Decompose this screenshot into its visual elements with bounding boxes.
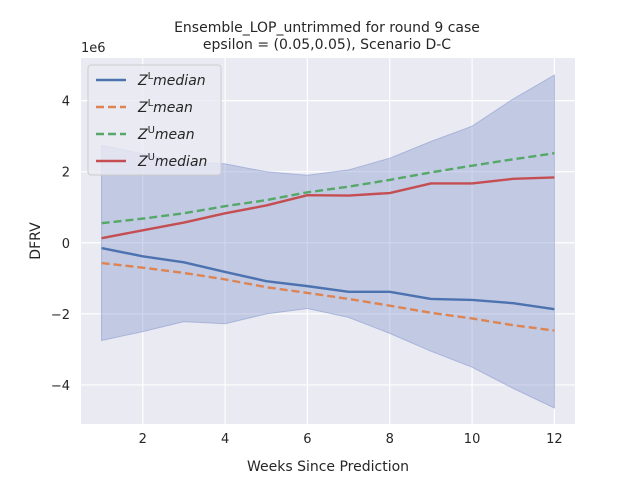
y-tick-labels: −4 −2 0 2 4 (51, 95, 70, 394)
series-line-ZL-median (101, 246, 555, 311)
legend-label: ZUmean (137, 125, 195, 143)
legend-box (87, 64, 222, 176)
x-tick-label: 8 (386, 432, 394, 447)
x-tick-label: 10 (464, 432, 481, 447)
y-tick-label: 0 (62, 237, 70, 252)
y-offset-label: 1e6 (81, 41, 106, 56)
y-tick-label: −2 (51, 308, 70, 323)
y-axis-label: DFRV (28, 222, 44, 260)
series-line-ZL-mean (101, 261, 555, 332)
series-layer (101, 152, 555, 332)
series-line-ZU-mean (101, 152, 555, 225)
legend: ZLmedian ZLmean ZUmean ZUmedian (87, 64, 222, 176)
y-tick-label: 2 (62, 166, 70, 181)
chart-title-line1: Ensemble_LOP_untrimmed for round 9 case (174, 20, 480, 36)
x-tick-label: 12 (546, 432, 563, 447)
series-line-ZU-median (101, 176, 555, 240)
y-tick-label: 4 (62, 95, 70, 110)
x-tick-labels: 2 4 6 8 10 12 (139, 432, 563, 447)
confidence-band (101, 74, 555, 409)
x-tick-label: 4 (221, 432, 229, 447)
legend-label: ZLmedian (137, 71, 206, 89)
x-axis-label: Weeks Since Prediction (247, 459, 409, 475)
x-tick-label: 2 (139, 432, 147, 447)
grid (81, 58, 575, 424)
y-tick-label: −4 (51, 379, 70, 394)
legend-label: ZUmedian (137, 152, 207, 170)
band-layer (101, 74, 555, 409)
legend-label: ZLmean (137, 98, 193, 116)
chart-title-line2: epsilon = (0.05,0.05), Scenario D-C (203, 37, 451, 53)
x-tick-label: 6 (303, 432, 311, 447)
